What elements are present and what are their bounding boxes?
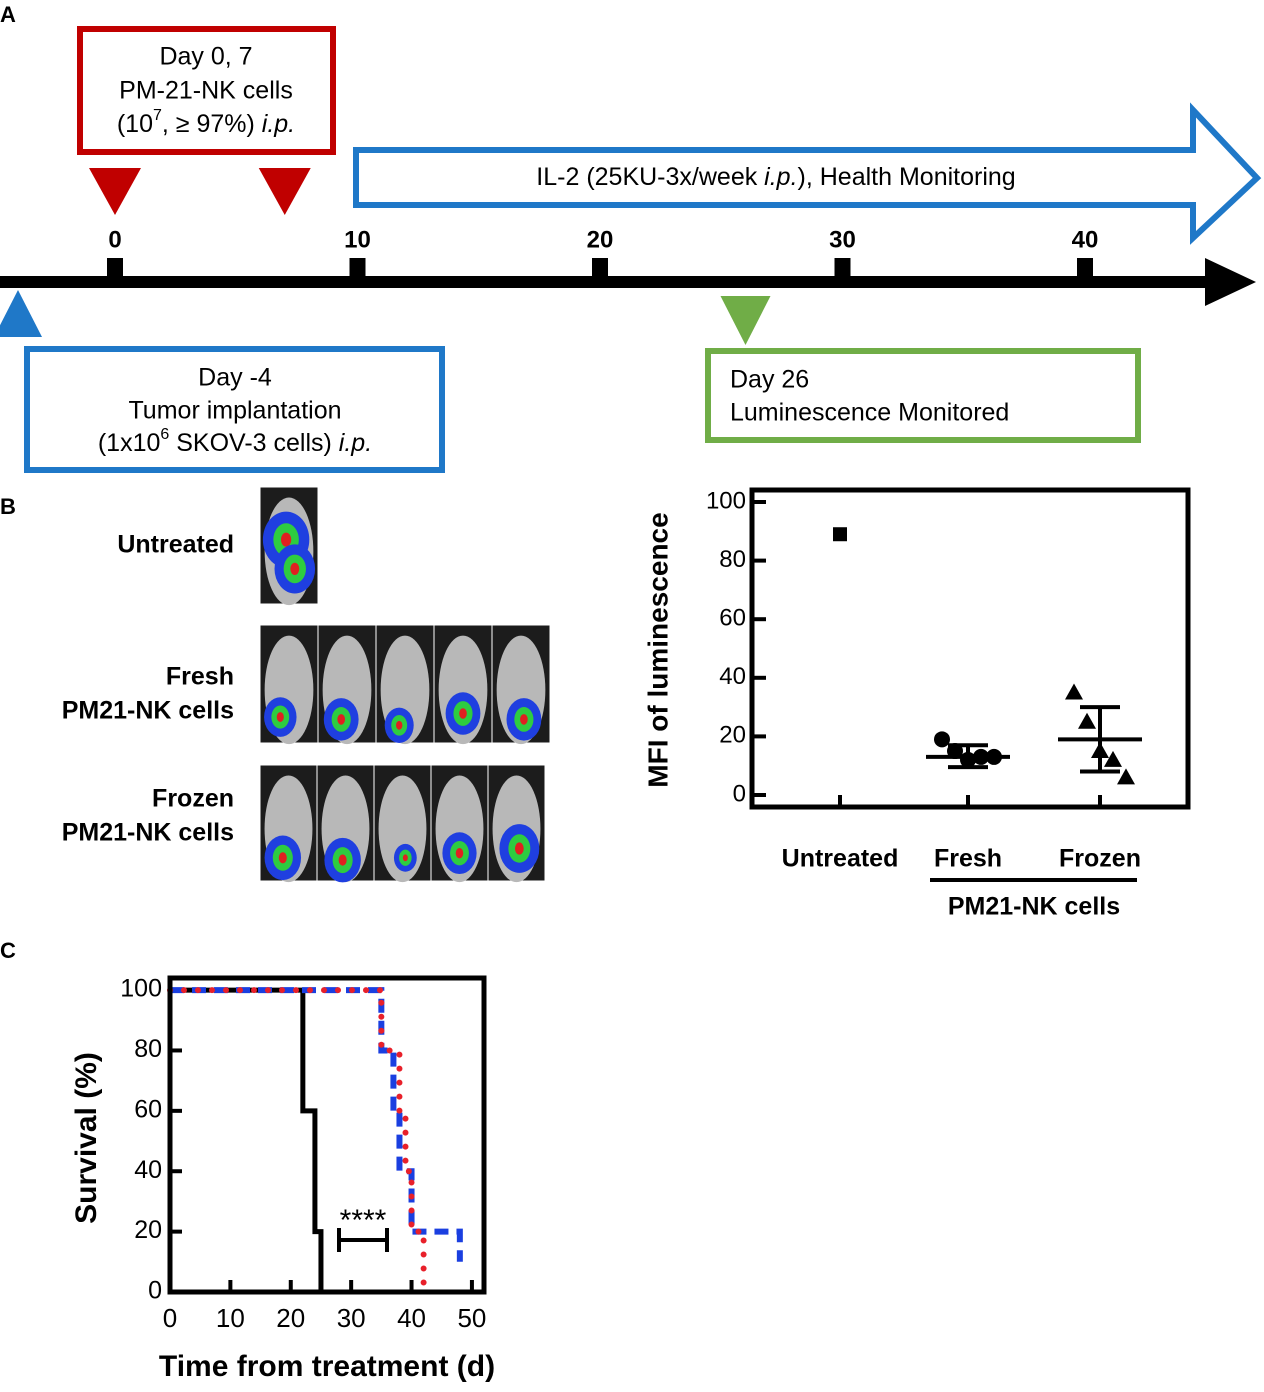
y-tick-label: 20	[134, 1216, 162, 1244]
treatment-marker	[258, 168, 311, 215]
il2-arrow	[353, 102, 1262, 245]
x-axis-label: Time from treatment (d)	[159, 1350, 495, 1383]
timeline-tick-label: 10	[344, 226, 371, 253]
row-label: PM21-NK cells	[62, 697, 234, 725]
plot-frame	[167, 975, 487, 1295]
row-label: Fresh	[166, 663, 234, 691]
timeline-tick-label: 20	[587, 226, 614, 253]
x-tick-label: Untreated	[782, 845, 899, 873]
y-tick-label: 40	[719, 663, 746, 690]
luminescence	[337, 714, 346, 725]
y-tick-label: 80	[719, 546, 746, 573]
panel-label: C	[0, 938, 16, 963]
y-tick-label: 60	[134, 1095, 162, 1123]
y-tick-label: 100	[120, 975, 162, 1003]
x-tick-label: 20	[276, 1303, 305, 1333]
row-label: Untreated	[117, 531, 234, 559]
row-label: PM21-NK cells	[62, 819, 234, 847]
row-label: Frozen	[152, 785, 234, 813]
group-label: PM21-NK cells	[948, 893, 1120, 921]
timeline-arrowhead	[1205, 258, 1256, 306]
y-tick-label: 0	[733, 780, 746, 807]
timeline-tick	[834, 258, 851, 276]
box-text: Luminescence Monitored	[730, 399, 1009, 427]
timeline-tick-label: 30	[829, 226, 856, 253]
timeline-tick	[107, 258, 123, 276]
box-text: PM-21-NK cells	[119, 77, 293, 105]
y-axis-label: MFI of luminescence	[642, 512, 673, 787]
il2-label: IL-2 (25KU-3x/week i.p.), Health Monitor…	[536, 163, 1015, 191]
luminescence	[280, 532, 292, 547]
luminescence	[278, 852, 287, 864]
x-tick-label: 30	[337, 1303, 366, 1333]
implant-marker	[0, 290, 42, 337]
y-axis-label: Survival (%)	[70, 1052, 103, 1224]
imaging-box	[705, 348, 1141, 443]
box-text: (107, ≥ 97%) i.p.	[117, 107, 295, 137]
timeline-tick	[592, 258, 608, 276]
point	[1078, 712, 1096, 729]
luminescence	[455, 847, 464, 859]
significance-bracket	[337, 1228, 389, 1252]
point	[833, 527, 847, 542]
luminescence	[520, 714, 528, 725]
point	[1117, 768, 1135, 785]
implant-box	[24, 346, 445, 473]
y-tick-label: 0	[148, 1277, 162, 1305]
imaging-marker	[720, 296, 771, 345]
panel-label: B	[0, 494, 16, 519]
luminescence	[459, 708, 467, 719]
x-tick-label: 40	[397, 1303, 426, 1333]
treatment-marker	[89, 168, 141, 215]
point	[1065, 683, 1083, 700]
timeline-tick	[349, 258, 366, 276]
point	[1104, 750, 1122, 767]
luminescence	[290, 562, 300, 576]
panel-label: A	[0, 2, 16, 27]
y-tick-label: 40	[134, 1156, 162, 1184]
point	[934, 731, 950, 748]
luminescence	[276, 712, 284, 722]
x-tick-label: 10	[216, 1303, 245, 1333]
x-tick-label: Fresh	[934, 845, 1002, 873]
luminescence	[338, 854, 347, 866]
luminescence	[514, 842, 524, 855]
box-text: Day 0, 7	[159, 43, 252, 71]
box-text: Tumor implantation	[128, 397, 341, 425]
luminescence	[402, 854, 408, 862]
y-tick-label: 100	[706, 487, 746, 514]
timeline-tick-label: 40	[1072, 226, 1099, 253]
annotation: ****	[340, 1204, 387, 1237]
x-tick-label: 50	[457, 1303, 486, 1333]
survival-curve	[170, 987, 324, 1292]
y-tick-label: 60	[719, 605, 746, 632]
box-text: Day 26	[730, 366, 809, 394]
box-text: (1x106 SKOV-3 cells) i.p.	[98, 426, 372, 456]
mouse-images	[259, 486, 551, 883]
y-tick-label: 20	[719, 722, 746, 749]
timeline-tick-label: 0	[108, 226, 121, 253]
survival-curve	[167, 987, 427, 1295]
x-tick-label: 0	[163, 1303, 177, 1333]
luminescence	[396, 720, 403, 730]
box-text: Day -4	[198, 364, 272, 392]
treatment-box	[77, 26, 336, 155]
timeline-tick	[1077, 258, 1093, 276]
x-tick-label: Frozen	[1059, 845, 1141, 873]
y-tick-label: 80	[134, 1035, 162, 1063]
